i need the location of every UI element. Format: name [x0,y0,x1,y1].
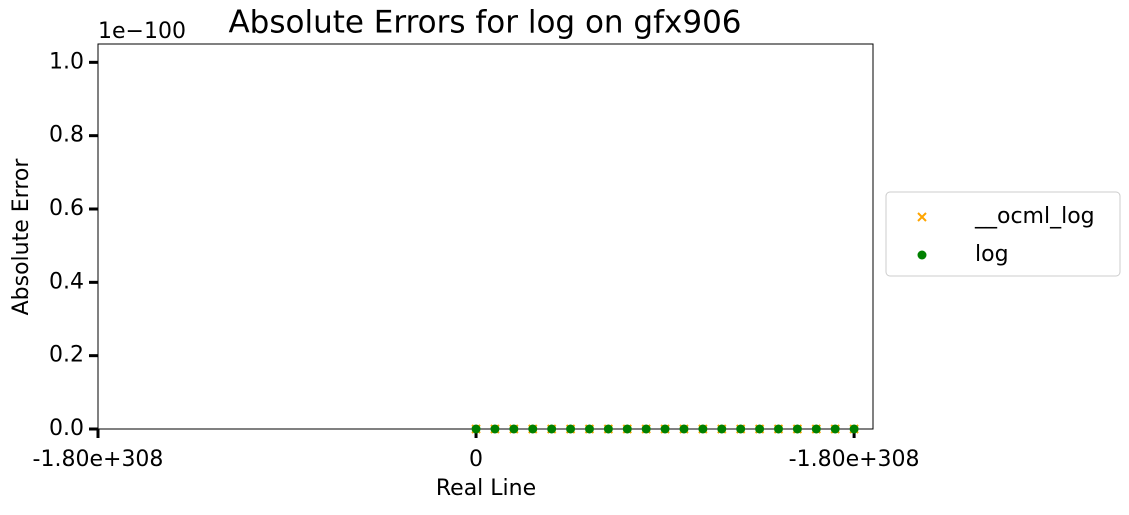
point [773,424,783,434]
point [603,424,613,434]
legend-label: __ocml_log [974,204,1095,229]
y-tick-label: 0.6 [49,196,84,221]
point [622,424,632,434]
y-offset-label: 1e−100 [98,19,186,44]
chart-title: Absolute Errors for log on gfx906 [228,5,741,41]
point [490,424,500,434]
y-tick-label: 0.4 [49,269,84,294]
point [717,424,727,434]
point [471,424,481,434]
point [811,424,821,434]
plot-frame [97,43,874,430]
x-tick-label: -1.80e+308 [789,447,920,472]
point [755,424,765,434]
point [830,424,840,434]
y-tick-label: 0.2 [49,343,84,368]
x-tick-label: -1.80e+308 [33,447,164,472]
point [792,424,802,434]
point [547,424,557,434]
x-axis-label: Real Line [436,476,536,501]
legend-label: log [975,242,1009,267]
legend-marker [917,250,927,260]
point [528,424,538,434]
point [849,424,859,434]
legend-marker [917,212,927,222]
y-tick-label: 0.8 [49,123,84,148]
point [736,424,746,434]
point [698,424,708,434]
x-tick-label: 0 [469,447,483,472]
legend-box [885,191,1121,277]
point [641,424,651,434]
y-tick-label: 0.0 [49,416,84,441]
point [679,424,689,434]
y-axis-label: Absolute Error [9,158,34,316]
point [584,424,594,434]
point [566,424,576,434]
point [509,424,519,434]
y-tick-label: 1.0 [49,49,84,74]
point [660,424,670,434]
